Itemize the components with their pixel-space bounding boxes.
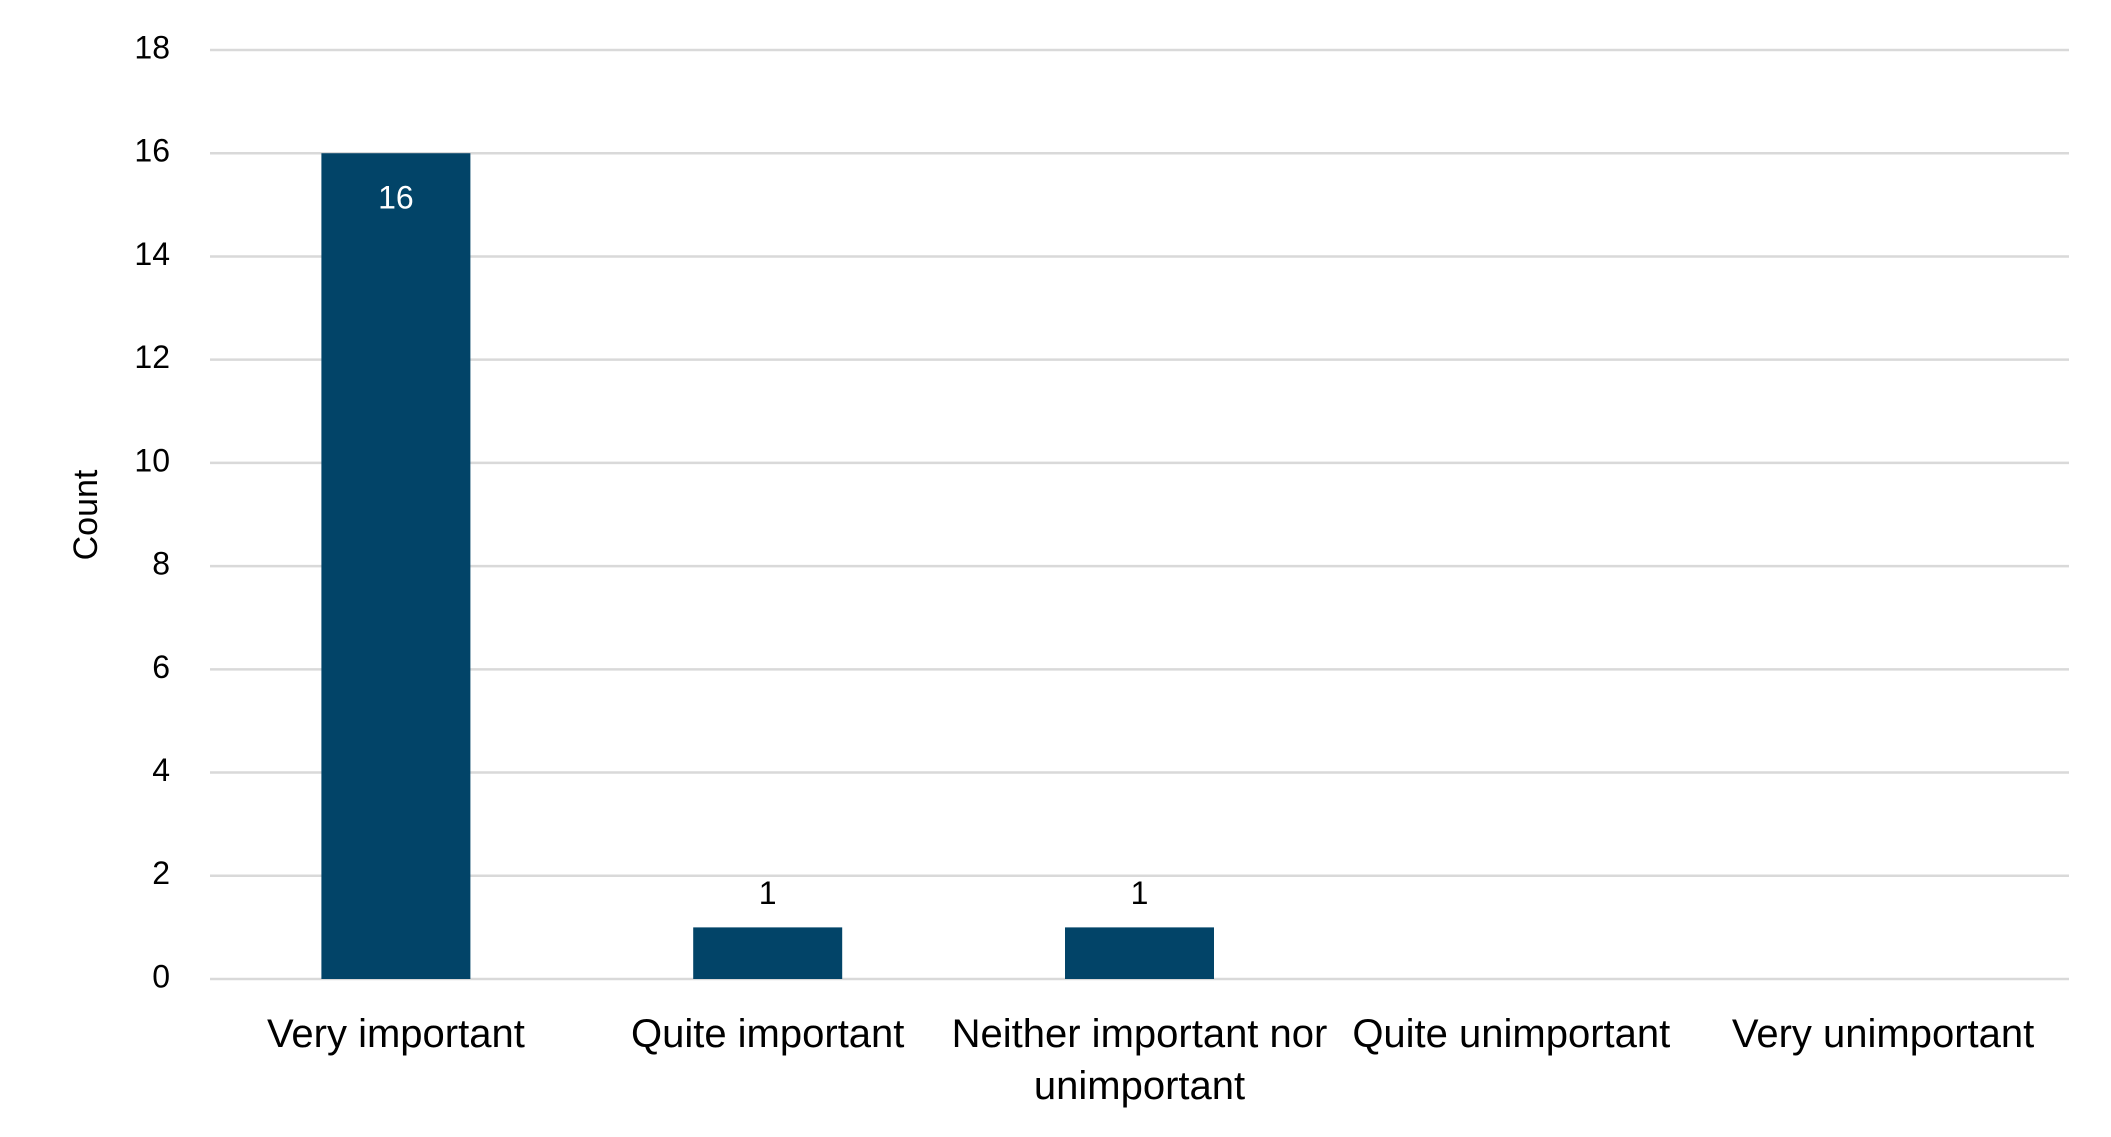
- y-tick-label: 6: [152, 649, 170, 685]
- y-tick-label: 4: [152, 752, 170, 788]
- bar: [321, 153, 471, 979]
- bar: [693, 927, 843, 979]
- y-axis-label: Count: [67, 469, 105, 560]
- x-tick-label: Neither important nor unimportant: [951, 1012, 1328, 1108]
- y-tick-label: 14: [134, 236, 170, 272]
- y-tick-label: 18: [134, 29, 170, 65]
- y-tick-label: 10: [134, 442, 170, 478]
- y-tick-label: 12: [134, 339, 170, 375]
- y-tick-label: 16: [134, 133, 170, 169]
- data-label: 1: [759, 875, 777, 911]
- y-tick-label: 0: [152, 958, 170, 994]
- y-tick-label: 2: [152, 855, 170, 891]
- y-tick-label: 8: [152, 546, 170, 582]
- x-tick-label: Quite unimportant: [1352, 1012, 1671, 1056]
- bar: [1065, 927, 1214, 979]
- data-label: 16: [378, 180, 414, 216]
- data-label: 1: [1131, 875, 1149, 911]
- x-tick-label: Very unimportant: [1731, 1012, 2035, 1056]
- x-tick-label: Quite important: [630, 1012, 905, 1056]
- x-tick-label: Very important: [266, 1012, 525, 1056]
